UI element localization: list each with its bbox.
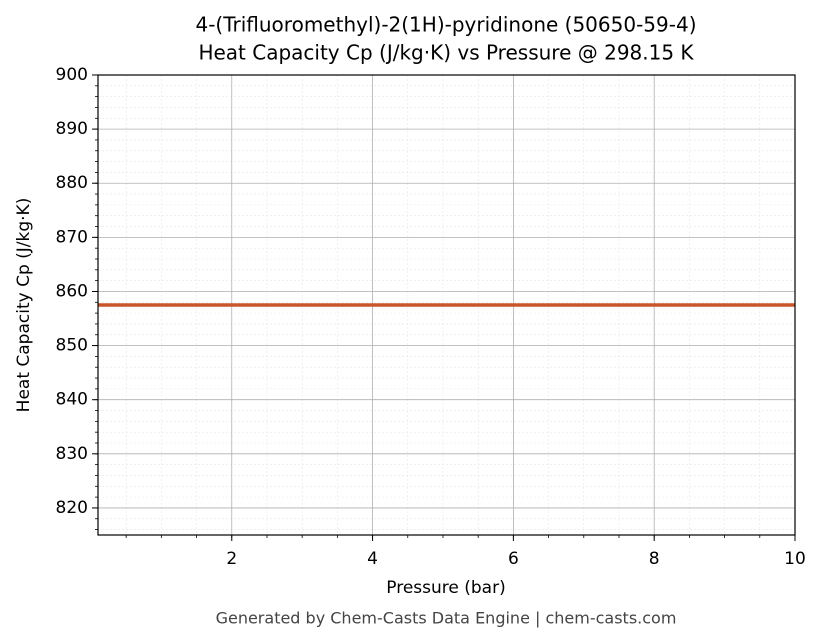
- y-tick-label: 820: [56, 498, 88, 518]
- y-tick-label: 880: [56, 173, 88, 193]
- x-tick-label: 6: [508, 549, 519, 569]
- y-tick-label: 870: [56, 227, 88, 247]
- y-tick-label: 830: [56, 444, 88, 464]
- chart-title: 4-(Trifluoromethyl)-2(1H)-pyridinone (50…: [195, 13, 696, 37]
- y-tick-label: 850: [56, 336, 88, 356]
- y-tick-label: 900: [56, 65, 88, 85]
- x-tick-label: 10: [784, 549, 806, 569]
- x-tick-label: 8: [649, 549, 660, 569]
- y-tick-label: 860: [56, 281, 88, 301]
- y-tick-label: 840: [56, 390, 88, 410]
- x-tick-label: 2: [226, 549, 237, 569]
- chart-subtitle: Heat Capacity Cp (J/kg·K) vs Pressure @ …: [198, 41, 694, 65]
- footer: Generated by Chem-Casts Data Engine | ch…: [216, 609, 677, 628]
- x-tick-label: 4: [367, 549, 378, 569]
- y-tick-label: 890: [56, 119, 88, 139]
- y-axis-label: Heat Capacity Cp (J/kg·K): [14, 198, 34, 413]
- plot-frame: [97, 74, 796, 536]
- x-axis-label: Pressure (bar): [386, 578, 505, 598]
